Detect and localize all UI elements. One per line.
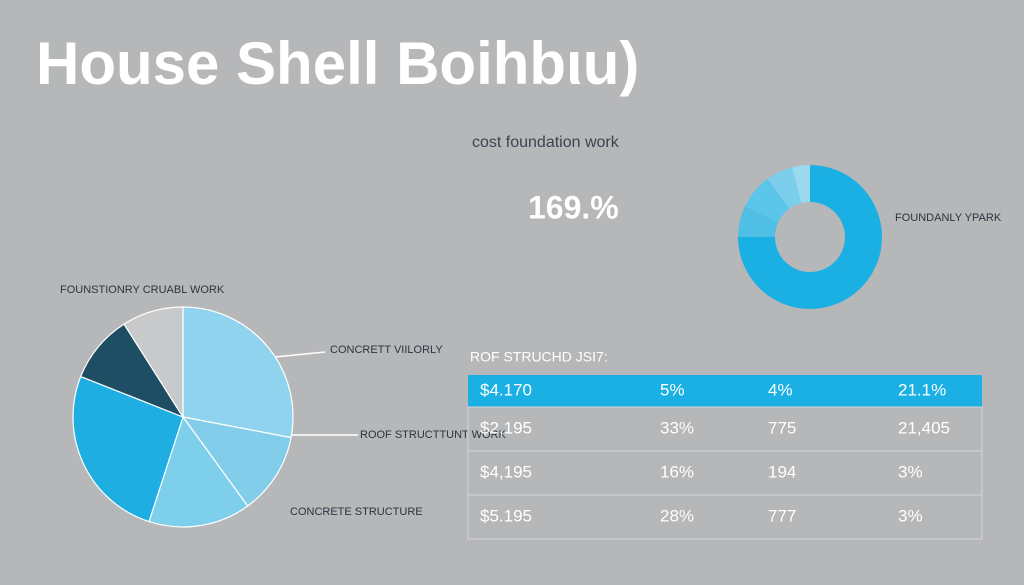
donut-slice	[744, 178, 790, 223]
pie-annotation: CONCRETE STRUCTURE	[290, 506, 423, 518]
donut-slice	[738, 206, 779, 237]
table-cell: 3%	[898, 506, 923, 525]
table-cell: 33%	[660, 418, 694, 437]
table-row-bg	[467, 494, 983, 540]
leader-line	[274, 351, 326, 358]
table-cell: 21.1%	[898, 380, 946, 399]
table-cell: 21,405	[898, 418, 950, 437]
charts	[72, 165, 882, 528]
table-cell: $4,195	[480, 462, 532, 481]
table-cell: 16%	[660, 462, 694, 481]
table-cell: 3%	[898, 462, 923, 481]
donut-annotation: FOUNDANLY YPARK	[895, 212, 1002, 224]
kpi-value: 169.%	[528, 189, 619, 225]
pie-annotation: FOUNSTIONRY CRUABL WORK	[60, 284, 225, 296]
pie-annotation: ROOF STRUCTTUNT WORK	[360, 429, 507, 441]
donut-slice	[792, 165, 810, 204]
pie-slice	[72, 375, 184, 523]
table-cell: 5%	[660, 380, 685, 399]
table-cell: $4.170	[480, 380, 532, 399]
pie-slice	[148, 415, 249, 528]
table-cell: 777	[768, 506, 796, 525]
donut-slice	[738, 165, 882, 309]
table-cell: $5.195	[480, 506, 532, 525]
kpi-label: cost foundation work	[472, 134, 620, 151]
pie-slice	[182, 306, 294, 439]
pie-slice	[123, 306, 184, 420]
table-cell: 194	[768, 462, 796, 481]
table-cell: 28%	[660, 506, 694, 525]
donut-slice	[767, 167, 802, 209]
pie-slice	[181, 416, 292, 507]
table-cell: $2,195	[480, 418, 532, 437]
pie-annotation: CONCRETT VIILORLY	[330, 344, 443, 356]
title: House Shell Boihbιu)	[36, 30, 639, 97]
table-header-bg	[468, 375, 982, 407]
table-cell: 4%	[768, 380, 793, 399]
table: $4.170 5% 4% 21.1% $2,195 33% 775 21,405 $4,195 1…	[467, 375, 983, 540]
table-cell: 775	[768, 418, 796, 437]
table-title: ROF STRUCHD JSI7:	[470, 349, 608, 365]
